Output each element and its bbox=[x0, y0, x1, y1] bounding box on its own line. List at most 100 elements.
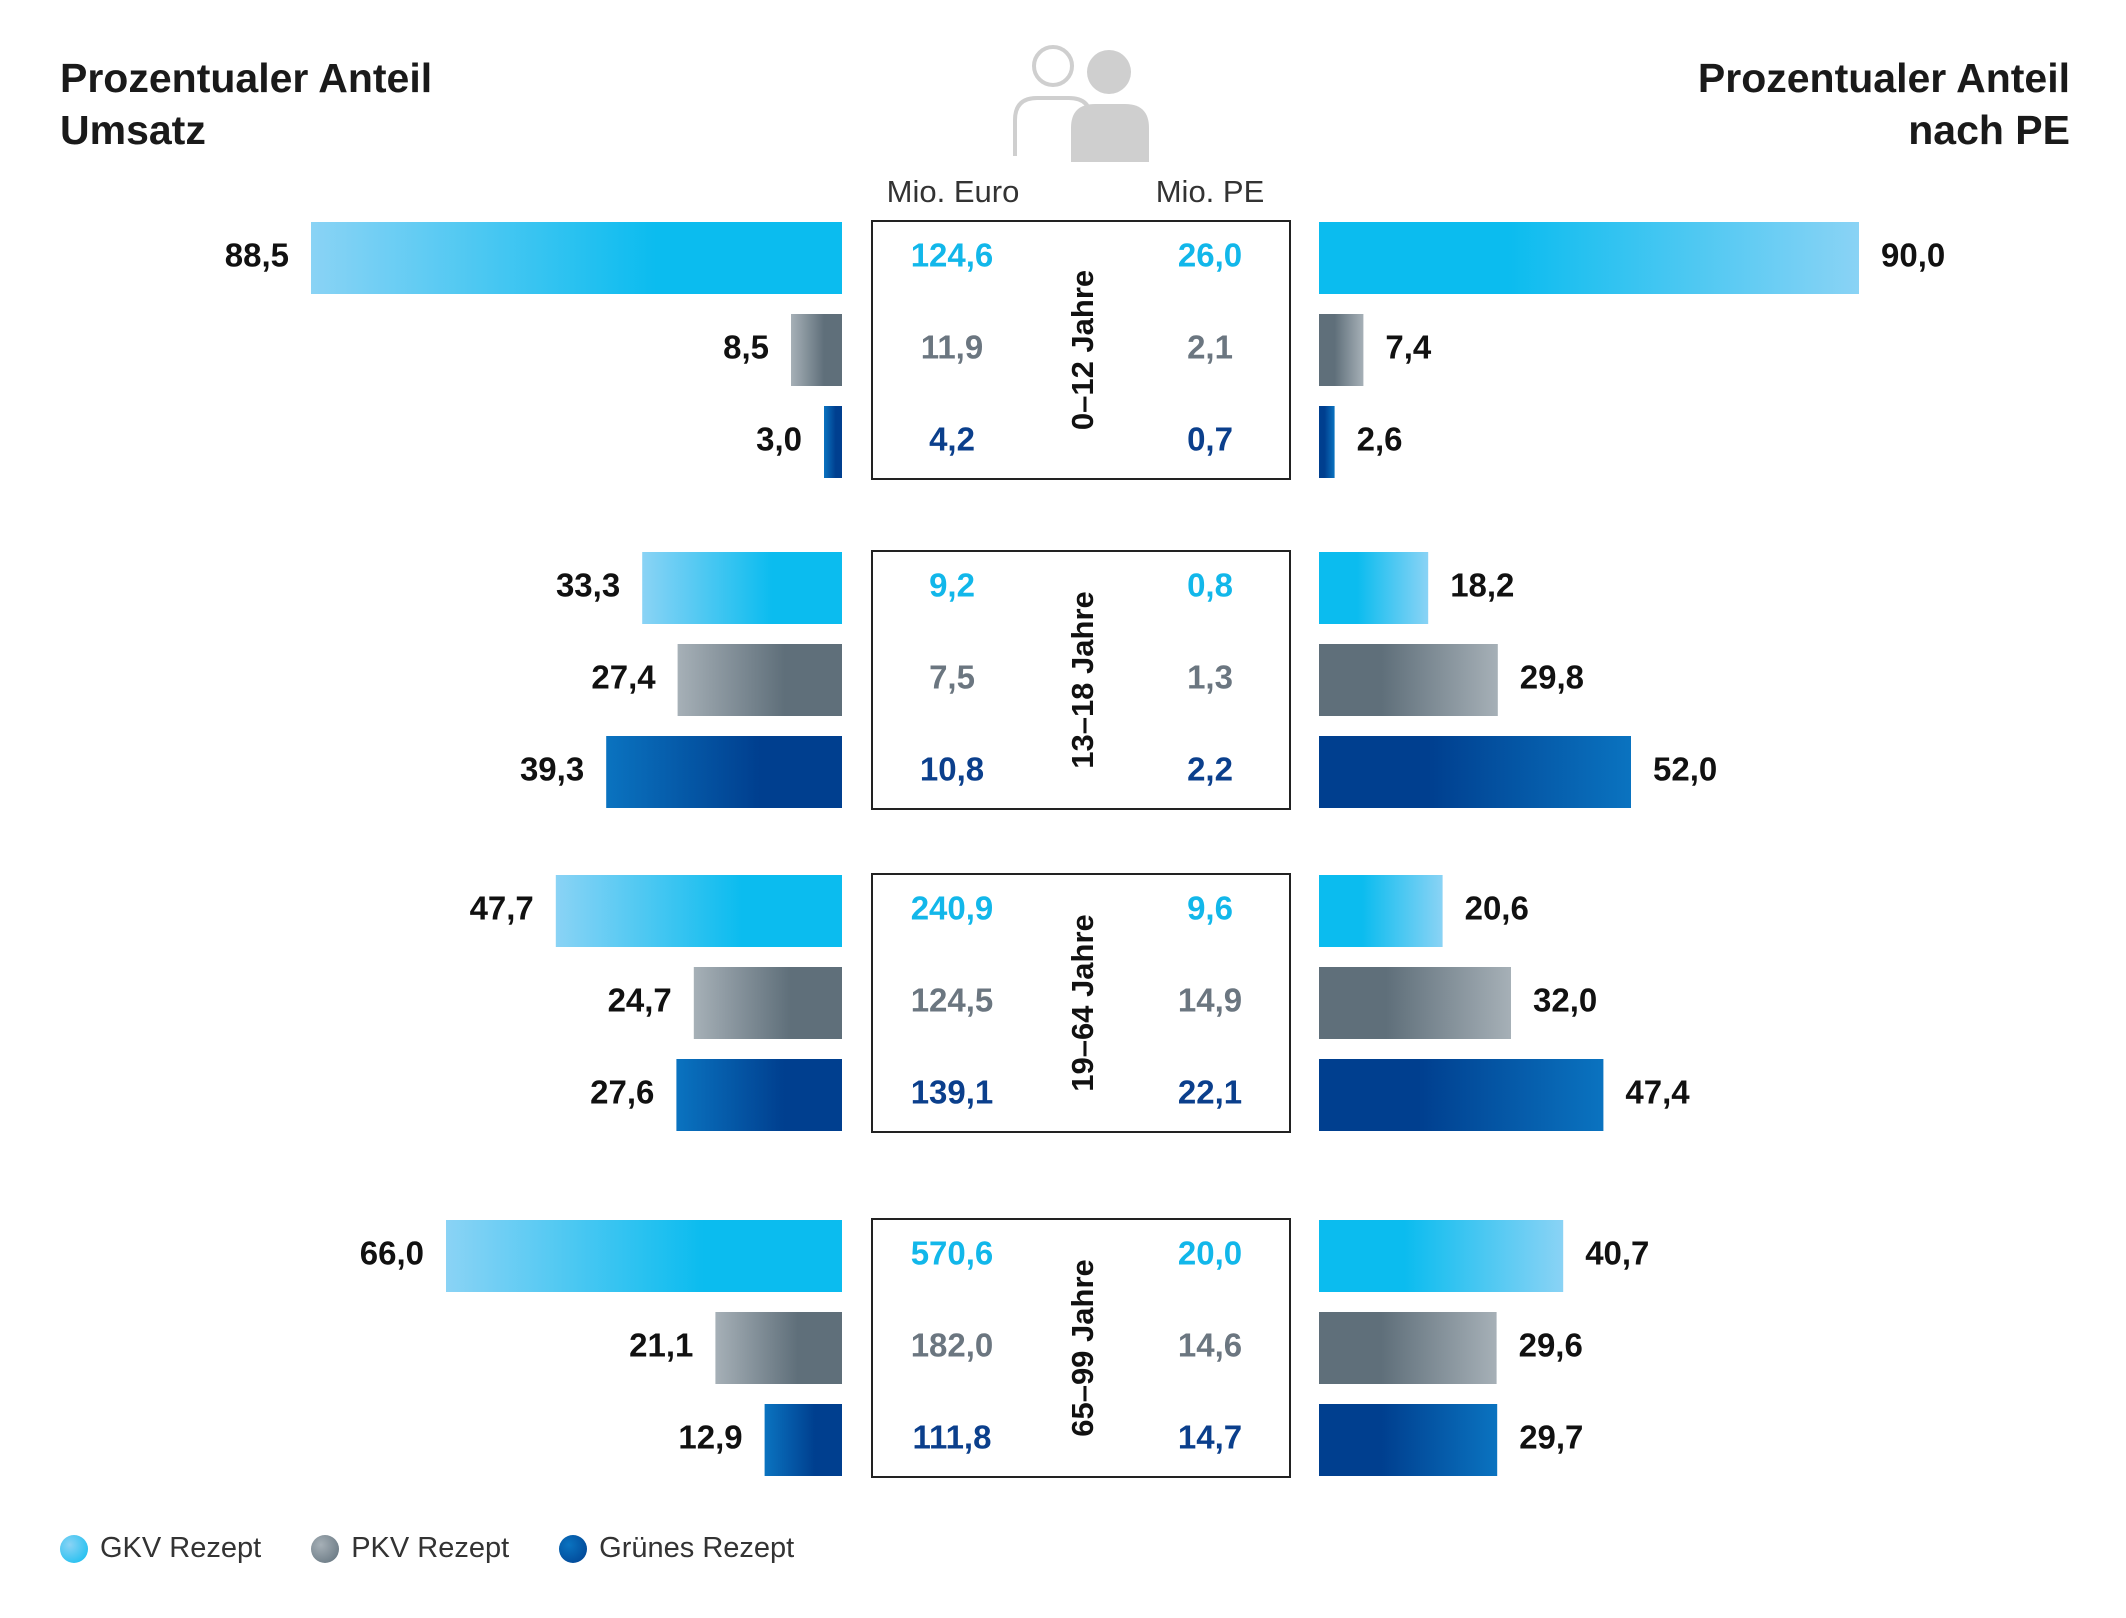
bar-umsatz-pkv bbox=[791, 314, 842, 386]
value-mio-pe-gkv: 26,0 bbox=[1178, 237, 1242, 274]
title-right-line1: Prozentualer Anteil bbox=[1697, 55, 2070, 101]
people-icon bbox=[1013, 45, 1149, 162]
bar-pe-gkv bbox=[1319, 552, 1429, 624]
legend-swatch-gruen bbox=[559, 1534, 588, 1563]
bar-umsatz-pkv bbox=[693, 967, 842, 1039]
bar-pe-gruen bbox=[1319, 1404, 1498, 1476]
label-umsatz-gkv: 66,0 bbox=[360, 1235, 424, 1272]
title-left: Prozentualer Anteil Umsatz bbox=[60, 52, 432, 156]
label-pe-gruen: 29,7 bbox=[1519, 1419, 1583, 1456]
legend-label-pkv: PKV Rezept bbox=[351, 1532, 510, 1564]
value-mio-pe-gkv: 20,0 bbox=[1178, 1235, 1242, 1272]
legend-item-gkv: GKV Rezept bbox=[60, 1532, 261, 1565]
label-pe-gkv: 18,2 bbox=[1450, 567, 1514, 604]
age-group-label: 0–12 Jahre bbox=[1065, 270, 1100, 430]
label-umsatz-pkv: 8,5 bbox=[723, 329, 769, 366]
legend: GKV Rezept PKV Rezept Grünes Rezept bbox=[60, 1532, 844, 1565]
value-mio-pe-gruen: 22,1 bbox=[1178, 1074, 1242, 1111]
column-header-mio-pe: Mio. PE bbox=[1155, 174, 1265, 209]
label-umsatz-pkv: 24,7 bbox=[608, 982, 672, 1019]
bar-pe-gkv bbox=[1319, 1220, 1564, 1292]
value-mio-euro-pkv: 182,0 bbox=[911, 1327, 994, 1364]
label-pe-gruen: 2,6 bbox=[1357, 421, 1403, 458]
value-mio-euro-pkv: 11,9 bbox=[921, 329, 983, 366]
label-pe-gruen: 52,0 bbox=[1653, 751, 1717, 788]
bar-umsatz-gruen bbox=[824, 406, 842, 478]
label-pe-gruen: 47,4 bbox=[1625, 1074, 1690, 1111]
value-mio-euro-pkv: 7,5 bbox=[929, 659, 975, 696]
column-header-mio-euro: Mio. Euro bbox=[886, 174, 1020, 209]
value-mio-pe-gruen: 0,7 bbox=[1187, 421, 1233, 458]
value-mio-pe-gkv: 9,6 bbox=[1187, 890, 1233, 927]
label-umsatz-gkv: 47,7 bbox=[470, 890, 534, 927]
value-mio-euro-gkv: 570,6 bbox=[911, 1235, 994, 1272]
bar-umsatz-gruen bbox=[606, 736, 842, 808]
bar-pe-gruen bbox=[1319, 406, 1335, 478]
bar-umsatz-gkv bbox=[446, 1220, 842, 1292]
value-mio-pe-gruen: 2,2 bbox=[1187, 751, 1233, 788]
bar-pe-pkv bbox=[1319, 967, 1511, 1039]
bar-umsatz-pkv bbox=[715, 1312, 842, 1384]
value-mio-euro-gkv: 240,9 bbox=[911, 890, 994, 927]
value-mio-pe-gruen: 14,7 bbox=[1178, 1419, 1242, 1456]
group-box bbox=[871, 550, 1291, 810]
value-mio-euro-gkv: 124,6 bbox=[911, 237, 994, 274]
age-group-label: 13–18 Jahre bbox=[1065, 591, 1100, 769]
bar-umsatz-gkv bbox=[555, 875, 842, 947]
value-mio-pe-gkv: 0,8 bbox=[1187, 567, 1233, 604]
label-pe-gkv: 90,0 bbox=[1881, 237, 1945, 274]
value-mio-pe-pkv: 14,6 bbox=[1178, 1327, 1242, 1364]
bar-umsatz-gruen bbox=[676, 1059, 842, 1131]
label-umsatz-gruen: 27,6 bbox=[590, 1074, 654, 1111]
value-mio-euro-gruen: 10,8 bbox=[920, 751, 984, 788]
group-box bbox=[871, 873, 1291, 1133]
title-right-line2: nach PE bbox=[1908, 107, 2070, 153]
group-box bbox=[871, 1218, 1291, 1478]
label-umsatz-pkv: 27,4 bbox=[591, 659, 656, 696]
label-umsatz-gruen: 12,9 bbox=[678, 1419, 742, 1456]
bar-umsatz-gkv bbox=[642, 552, 842, 624]
chart: 0–12 Jahre 88,5 90,0 124,6 26,0 8,5 7,4 11,9 2,1… bbox=[225, 220, 1945, 1478]
value-mio-euro-gruen: 139,1 bbox=[911, 1074, 994, 1111]
value-mio-pe-pkv: 1,3 bbox=[1187, 659, 1233, 696]
bar-pe-pkv bbox=[1319, 1312, 1497, 1384]
age-group-label: 19–64 Jahre bbox=[1065, 914, 1100, 1092]
bar-pe-gkv bbox=[1319, 875, 1443, 947]
bar-umsatz-pkv bbox=[677, 644, 842, 716]
label-umsatz-gruen: 39,3 bbox=[520, 751, 584, 788]
value-mio-pe-pkv: 2,1 bbox=[1187, 329, 1233, 366]
bar-pe-gruen bbox=[1319, 1059, 1604, 1131]
bar-pe-gruen bbox=[1319, 736, 1631, 808]
bar-pe-gkv bbox=[1319, 222, 1859, 294]
title-left-line1: Prozentualer Anteil bbox=[60, 55, 433, 101]
label-umsatz-pkv: 21,1 bbox=[629, 1327, 693, 1364]
value-mio-pe-pkv: 14,9 bbox=[1178, 982, 1242, 1019]
group-box bbox=[871, 220, 1291, 480]
legend-label-gkv: GKV Rezept bbox=[100, 1532, 262, 1564]
legend-item-pkv: PKV Rezept bbox=[311, 1532, 509, 1565]
age-group-label: 65–99 Jahre bbox=[1065, 1259, 1100, 1437]
bar-pe-pkv bbox=[1319, 644, 1498, 716]
label-umsatz-gruen: 3,0 bbox=[756, 421, 802, 458]
label-umsatz-gkv: 33,3 bbox=[556, 567, 620, 604]
legend-label-gruen: Grünes Rezept bbox=[599, 1532, 795, 1564]
label-pe-pkv: 29,6 bbox=[1519, 1327, 1583, 1364]
legend-item-gruen: Grünes Rezept bbox=[559, 1532, 794, 1565]
label-pe-pkv: 29,8 bbox=[1520, 659, 1584, 696]
label-pe-pkv: 32,0 bbox=[1533, 982, 1597, 1019]
value-mio-euro-pkv: 124,5 bbox=[911, 982, 994, 1019]
legend-swatch-pkv bbox=[311, 1534, 340, 1563]
bar-umsatz-gruen bbox=[764, 1404, 842, 1476]
title-right: Prozentualer Anteil nach PE bbox=[1698, 52, 2070, 156]
bar-pe-pkv bbox=[1319, 314, 1364, 386]
bar-umsatz-gkv bbox=[311, 222, 842, 294]
value-mio-euro-gruen: 111,8 bbox=[913, 1419, 992, 1456]
value-mio-euro-gruen: 4,2 bbox=[929, 421, 975, 458]
value-mio-euro-gkv: 9,2 bbox=[929, 567, 975, 604]
title-left-line2: Umsatz bbox=[60, 107, 206, 153]
label-pe-pkv: 7,4 bbox=[1385, 329, 1432, 366]
legend-swatch-gkv bbox=[60, 1534, 88, 1563]
label-pe-gkv: 20,6 bbox=[1465, 890, 1529, 927]
label-pe-gkv: 40,7 bbox=[1585, 1235, 1649, 1272]
label-umsatz-gkv: 88,5 bbox=[225, 237, 289, 274]
